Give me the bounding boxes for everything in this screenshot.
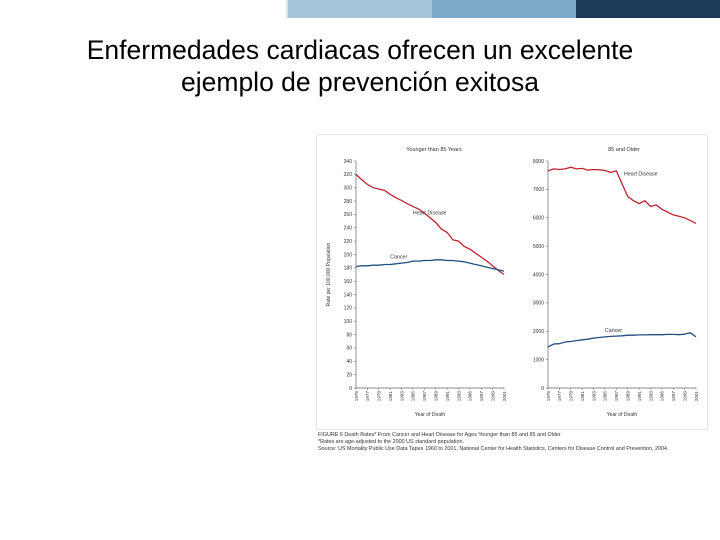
chart-2-x-tick-label: 1983 xyxy=(591,391,596,402)
chart-1-series-cancer-line xyxy=(355,259,505,272)
chart-2-title: 85 and Older xyxy=(608,147,640,153)
slide-title-line-2: ejemplo de prevención exitosa xyxy=(181,67,539,97)
chart-1-y-tick-label: 60 xyxy=(346,346,352,352)
chart-1-x-tick-label: 1979 xyxy=(377,391,382,402)
chart-2-y-tick-label: 2000 xyxy=(533,329,544,335)
chart-1-x-tick-label: 1975 xyxy=(354,391,359,402)
chart-1-y-tick-label: 240 xyxy=(344,226,353,232)
chart-2-x-tick-label: 1979 xyxy=(569,391,574,402)
chart-1-x-tick-label: 1985 xyxy=(411,391,416,402)
chart-2-y-tick-label: 3000 xyxy=(533,301,544,307)
caption-line-1: FIGURE 6 Death Rates* From Cancer and He… xyxy=(318,432,561,438)
chart-1-y-tick-label: 140 xyxy=(344,292,353,298)
chart-1-x-axis-label: Year of Death xyxy=(415,412,446,418)
chart-1-y-tick-label: 180 xyxy=(344,266,353,272)
chart-2-x-tick-label: 1987 xyxy=(614,391,619,402)
chart-1-x-tick-label: 1989 xyxy=(433,391,438,402)
header-bar-segment xyxy=(576,0,720,18)
chart-1-y-tick-label: 200 xyxy=(344,252,353,258)
chart-2-y-tick-label: 5000 xyxy=(533,244,544,250)
chart-1-y-tick-label: 320 xyxy=(344,172,353,178)
chart-1-y-tick-label: 120 xyxy=(344,306,353,312)
chart-1-y-tick-label: 0 xyxy=(349,386,352,392)
chart-1-x-tick-label: 1981 xyxy=(388,391,393,402)
chart-2-x-axis-label: Year of Death xyxy=(607,412,638,418)
chart-1-series-label-heart-disease: Heart Disease xyxy=(413,210,447,216)
chart-2-x-tick-label: 1997 xyxy=(671,391,676,402)
chart-2-x-tick-label: 1989 xyxy=(625,391,630,402)
chart-1-x-tick-label: 1993 xyxy=(456,391,461,402)
slide-title-line-1: Enfermedades cardiacas ofrecen un excele… xyxy=(86,35,634,65)
header-bar-segment xyxy=(286,0,288,18)
chart-2-series-label-heart-disease: Heart Disease xyxy=(624,172,658,178)
chart-1-x-tick-label: 2001 xyxy=(502,391,507,402)
chart-1-y-tick-label: 280 xyxy=(344,199,353,205)
header-bar-segment xyxy=(432,0,576,18)
chart-2-x-tick-label: 1977 xyxy=(557,391,562,402)
chart-1-x-tick-label: 1999 xyxy=(490,391,495,402)
chart-1-y-tick-label: 220 xyxy=(344,239,353,245)
chart-2-series-heart-disease-line xyxy=(547,166,697,224)
chart-figure: Younger than 85 Years 0 20 40 60 80 100 120 140 1… xyxy=(316,134,708,430)
chart-1-y-axis-label: Rate per 100,000 Population xyxy=(326,242,332,306)
chart-1-y-tick-label: 340 xyxy=(344,159,353,165)
chart-2-x-tick-label: 1993 xyxy=(648,391,653,402)
chart-2-x-tick-label: 2001 xyxy=(694,391,699,402)
chart-1-title: Younger than 85 Years xyxy=(406,147,462,153)
chart-1-x-tick-label: 1987 xyxy=(422,391,427,402)
figure-caption: FIGURE 6 Death Rates* From Cancer and He… xyxy=(318,432,718,453)
chart-2-x-tick-label: 1985 xyxy=(603,391,608,402)
figure-border xyxy=(316,134,708,430)
caption-line-3: Source: US Mortality Public Use Data Tap… xyxy=(318,446,669,452)
chart-2-y-tick-label: 0 xyxy=(541,386,544,392)
chart-2-y-tick-label: 4000 xyxy=(533,272,544,278)
chart-1-x-tick-label: 1983 xyxy=(399,391,404,402)
header-color-bar xyxy=(0,0,720,18)
chart-1-x-tick-label: 1997 xyxy=(479,391,484,402)
chart-2-y-tick-label: 7000 xyxy=(533,187,544,193)
chart-1-x-tick-label: 1977 xyxy=(365,391,370,402)
chart-1-y-tick-label: 20 xyxy=(346,372,352,378)
chart-1-y-tick-label: 260 xyxy=(344,212,353,218)
chart-1-y-tick-label: 40 xyxy=(346,359,352,365)
chart-2-x-tick-label: 1999 xyxy=(682,391,687,402)
chart-2-y-tick-label: 6000 xyxy=(533,216,544,222)
chart-2-x-tick-label: 1995 xyxy=(660,391,665,402)
chart-1-series-label-cancer: Cancer xyxy=(390,254,407,260)
slide-title: Enfermedades cardiacas ofrecen un excele… xyxy=(0,34,720,98)
chart-svg: Younger than 85 Years 0 20 40 60 80 100 120 140 1… xyxy=(316,134,708,430)
chart-1-y-tick-label: 300 xyxy=(344,186,353,192)
header-bar-segment xyxy=(0,0,286,18)
chart-2-y-tick-label: 8000 xyxy=(533,159,544,165)
caption-line-2: *Rates are age-adjusted to the 2000 US s… xyxy=(318,439,464,445)
chart-2-series-cancer-line xyxy=(547,331,697,348)
chart-1-x-tick-label: 1991 xyxy=(445,391,450,402)
chart-1-series-heart-disease-line xyxy=(355,173,505,276)
chart-2-x-tick-label: 1981 xyxy=(580,391,585,402)
chart-2-x-tick-label: 1975 xyxy=(546,391,551,402)
chart-1-y-tick-label: 100 xyxy=(344,319,353,325)
chart-2-x-tick-label: 1991 xyxy=(637,391,642,402)
chart-2-series-label-cancer: Cancer xyxy=(605,328,622,334)
header-bar-segment xyxy=(288,0,432,18)
chart-2-y-tick-label: 1000 xyxy=(533,357,544,363)
chart-1-x-tick-label: 1995 xyxy=(468,391,473,402)
chart-1-y-tick-label: 160 xyxy=(344,279,353,285)
chart-1-y-tick-label: 80 xyxy=(346,332,352,338)
